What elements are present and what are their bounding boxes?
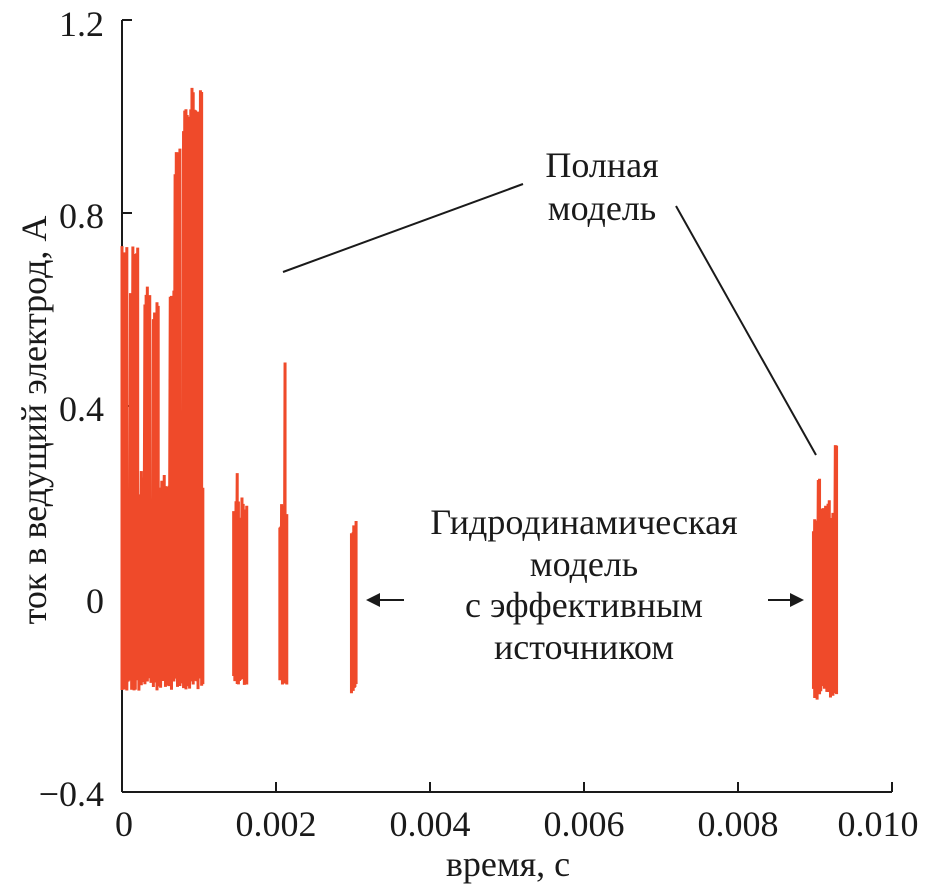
series-burst-1 xyxy=(120,87,205,691)
annotation-full-model-line1: Полная xyxy=(545,145,658,185)
arrow-right xyxy=(768,593,804,607)
y-tick-label-1.2: 1.2 xyxy=(59,4,104,44)
y-tick-label--0.4: −0.4 xyxy=(39,774,104,814)
leader-line-left xyxy=(282,183,524,273)
y-tick-label-0.4: 0.4 xyxy=(59,389,104,429)
y-tick-label-0: 0 xyxy=(86,581,104,621)
series-burst-3 xyxy=(278,362,289,685)
x-tick-label-0: 0 xyxy=(115,804,133,844)
annotation-hydro-line2: модель xyxy=(530,544,638,584)
annotation-hydro-line1: Гидродинамическая xyxy=(430,502,737,542)
series-burst-4 xyxy=(349,521,358,694)
arrow-left xyxy=(366,593,404,607)
x-axis-label: время, с xyxy=(446,844,570,884)
x-tick-label-0.006: 0.006 xyxy=(544,804,625,844)
x-tick-label-0.004: 0.004 xyxy=(390,804,471,844)
annotation-hydro-line3: с эффективным xyxy=(465,585,703,625)
series-burst-5 xyxy=(811,445,839,700)
signal-series xyxy=(120,87,839,700)
annotation-full-model-line2: модель xyxy=(548,188,656,228)
leader-line-right xyxy=(675,205,817,456)
series-burst-2 xyxy=(232,473,249,685)
x-tick-label-0.002: 0.002 xyxy=(236,804,317,844)
y-tick-label-0.8: 0.8 xyxy=(59,196,104,236)
x-tick-label-0.010: 0.010 xyxy=(838,804,919,844)
annotation-hydro-line4: источником xyxy=(494,627,674,667)
y-axis-label: ток в ведущий электрод, А xyxy=(14,216,54,625)
x-tick-label-0.008: 0.008 xyxy=(698,804,779,844)
